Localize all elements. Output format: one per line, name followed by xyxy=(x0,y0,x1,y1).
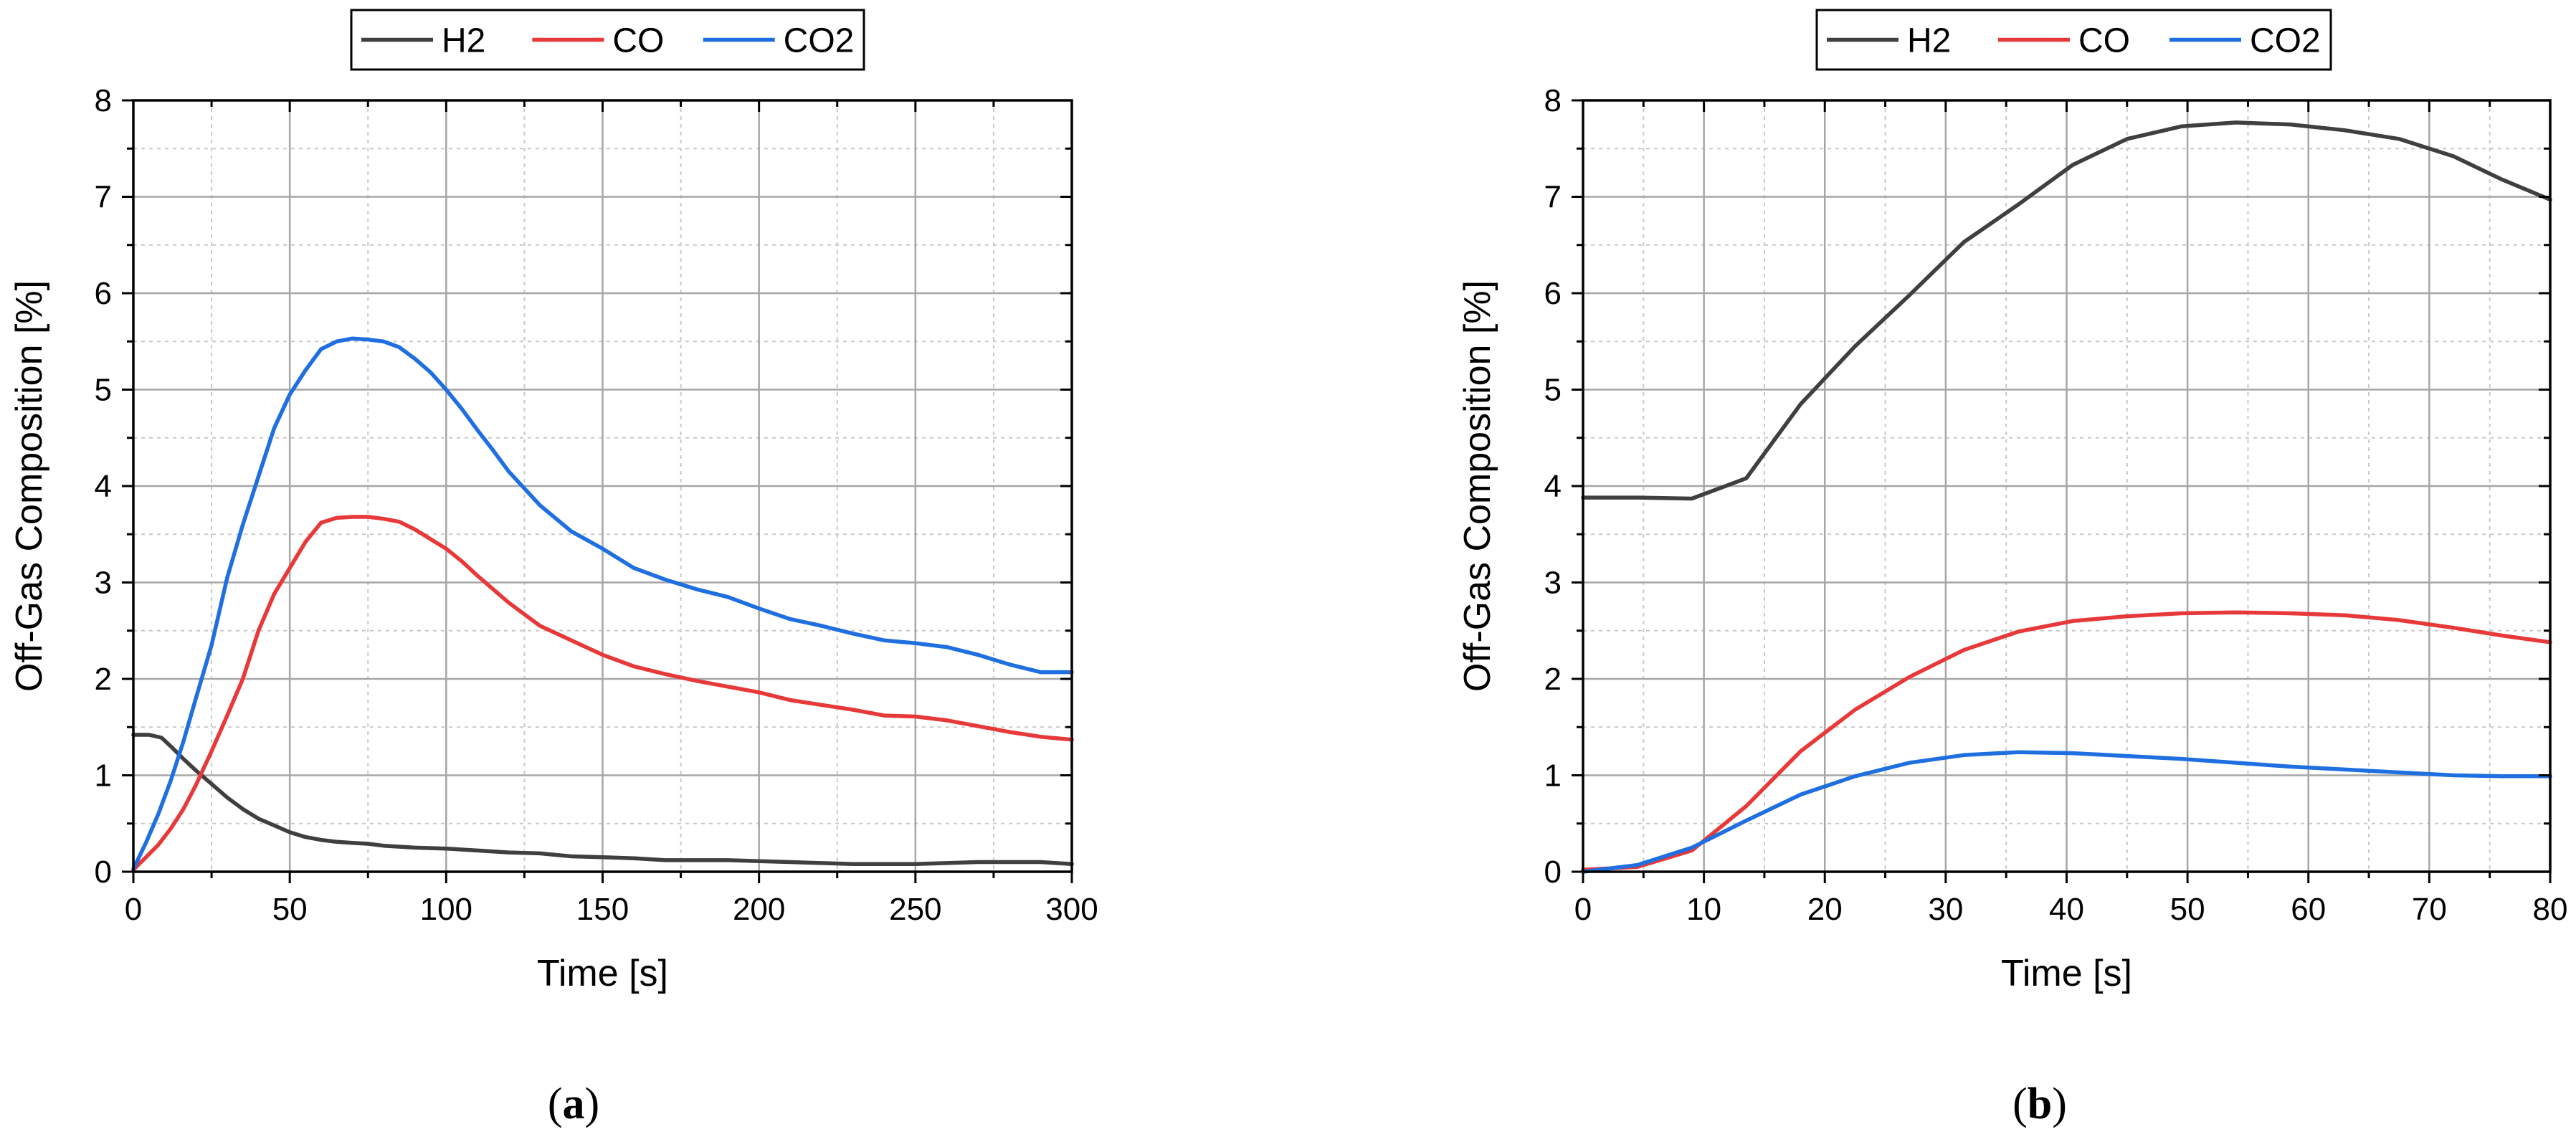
panel-label-letter: a xyxy=(563,1080,585,1128)
y-tick-label: 6 xyxy=(1544,276,1562,311)
panel-label: (b) xyxy=(2012,1080,2067,1128)
y-tick-label: 2 xyxy=(95,662,112,697)
series-line-co2 xyxy=(131,336,1074,871)
x-axis-label: Time [s] xyxy=(537,953,668,994)
legend-label-h2: H2 xyxy=(442,22,485,60)
panel-label-letter: b xyxy=(2028,1080,2052,1128)
panel-label-close: ) xyxy=(2052,1080,2067,1128)
panel-label-open: ( xyxy=(2012,1080,2028,1128)
y-tick-label: 2 xyxy=(1544,662,1562,697)
panel-label-close: ) xyxy=(585,1080,600,1128)
x-tick-label: 100 xyxy=(420,892,472,927)
x-tick-label: 0 xyxy=(1574,892,1592,927)
chart-b: 0 10 20 30 40 50 60 70 80 0 1 2 3 4 5 6 7 8 Time [s] Off-Ga… xyxy=(1457,9,2568,1128)
panel-label-open: ( xyxy=(548,1080,563,1128)
x-axis-label: Time [s] xyxy=(2001,953,2132,994)
y-axis-label: Off-Gas Composition [%] xyxy=(9,280,50,692)
y-tick-label: 5 xyxy=(1544,373,1562,408)
series-line-h2 xyxy=(131,733,1074,866)
series-line-co xyxy=(131,515,1074,872)
y-tick-label: 0 xyxy=(1544,855,1562,890)
legend-label-co2: CO2 xyxy=(2250,22,2321,60)
y-tick-label: 3 xyxy=(95,566,112,601)
y-tick-label: 5 xyxy=(95,373,112,408)
x-tick-label: 0 xyxy=(125,892,142,927)
chart-a: 0 50 100 150 200 250 300 0 1 2 3 4 5 6 7 8 Time [s] Off-G… xyxy=(9,9,1098,1128)
x-tick-label: 10 xyxy=(1686,892,1721,927)
x-tick-label: 250 xyxy=(889,892,941,927)
series-line-h2 xyxy=(1581,120,2552,501)
x-tick-label: 50 xyxy=(272,892,308,927)
x-tick-label: 150 xyxy=(576,892,629,927)
y-tick-label: 6 xyxy=(95,276,112,311)
legend-label-co2: CO2 xyxy=(784,22,855,60)
y-tick-label: 0 xyxy=(95,855,112,890)
y-tick-label: 1 xyxy=(1544,758,1562,794)
x-tick-label: 300 xyxy=(1045,892,1098,927)
legend-label-h2: H2 xyxy=(1907,22,1951,60)
y-axis-label: Off-Gas Composition [%] xyxy=(1457,280,1498,692)
series-line-co2 xyxy=(1581,750,2552,874)
legend-label-co: CO xyxy=(612,22,664,60)
legend-box xyxy=(1815,9,2332,71)
x-tick-label: 20 xyxy=(1807,892,1843,927)
x-tick-label: 200 xyxy=(733,892,785,927)
x-tick-label: 50 xyxy=(2170,892,2205,927)
legend-label-co: CO xyxy=(2078,22,2130,60)
x-tick-label: 40 xyxy=(2049,892,2084,927)
y-tick-label: 3 xyxy=(1544,566,1562,601)
x-tick-label: 30 xyxy=(1928,892,1963,927)
x-tick-label: 70 xyxy=(2412,892,2447,927)
y-tick-label: 4 xyxy=(1544,469,1562,504)
x-tick-label: 60 xyxy=(2291,892,2326,927)
series-line-co xyxy=(1581,610,2552,872)
y-tick-label: 7 xyxy=(1544,180,1562,215)
x-tick-label: 80 xyxy=(2533,892,2568,927)
y-tick-label: 1 xyxy=(95,758,112,794)
panel-label: (a) xyxy=(548,1080,599,1128)
y-tick-label: 8 xyxy=(95,83,112,118)
legend-box xyxy=(350,9,865,71)
y-tick-label: 4 xyxy=(95,469,112,504)
y-tick-label: 8 xyxy=(1544,83,1562,118)
y-tick-label: 7 xyxy=(95,180,112,215)
